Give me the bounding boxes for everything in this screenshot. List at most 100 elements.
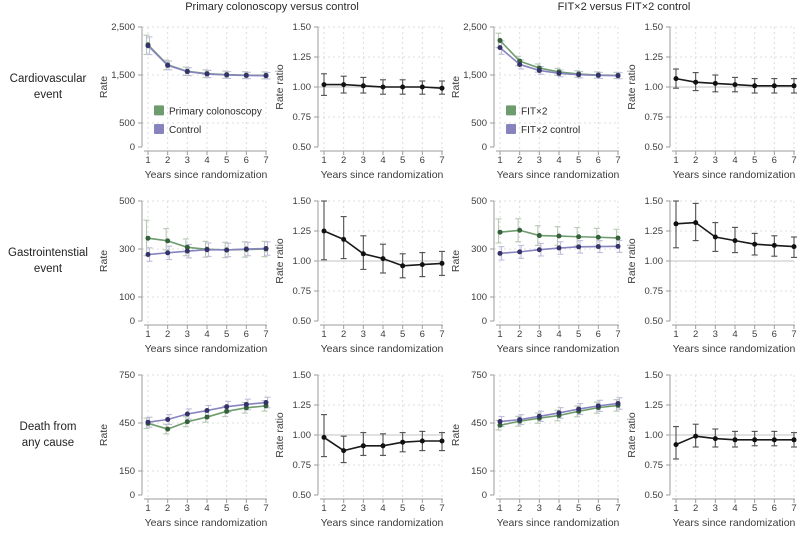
data-point xyxy=(224,247,230,253)
x-tick-label: 5 xyxy=(576,155,581,166)
y-tick-label: 300 xyxy=(471,244,487,255)
x-tick-label: 2 xyxy=(165,329,170,340)
data-point xyxy=(752,83,758,89)
x-tick-label: 7 xyxy=(439,503,444,514)
gridlines xyxy=(318,374,443,497)
x-axis: 1 2 3 4 5 6 7 Years since randomization xyxy=(320,150,445,181)
y-tick-label: 1,500 xyxy=(463,70,487,81)
data-point xyxy=(712,80,718,86)
x-tick-label: 7 xyxy=(791,329,796,340)
data-point xyxy=(497,45,503,51)
data-point xyxy=(576,406,582,412)
data-point xyxy=(752,437,758,443)
chart-svg-death-ratio-fit: 0.50 0.75 1.00 1.25 1.50 Rate ratio 1 2 3 4 5 6 7 Yea… xyxy=(626,370,797,529)
data-point xyxy=(576,244,582,250)
y-tick-label: 750 xyxy=(471,370,487,381)
y-tick-label: 1.25 xyxy=(645,226,664,237)
y-axis: 0 500 1,500 2,500 Rate xyxy=(98,22,143,153)
data-point xyxy=(243,72,249,78)
data-point xyxy=(712,436,718,442)
data-point xyxy=(712,234,718,240)
y-tick-label: 1.00 xyxy=(645,82,664,93)
x-tick-label: 3 xyxy=(185,329,190,340)
x-tick-label: 6 xyxy=(244,155,249,166)
data-point xyxy=(576,72,582,78)
data-point xyxy=(224,404,230,410)
data-point xyxy=(145,252,151,258)
y-axis-label: Rate xyxy=(450,250,462,272)
x-axis: 1 2 3 4 5 6 7 Years since randomization xyxy=(672,324,797,355)
data-point xyxy=(243,246,249,252)
data-point xyxy=(165,62,171,68)
x-tick-label: 1 xyxy=(321,329,326,340)
row-gastrointestinal: Gastrointenstial event 0 100 300 500 Rate 1 2 3… xyxy=(0,189,800,363)
x-tick-label: 5 xyxy=(400,503,405,514)
y-tick-label: 1.50 xyxy=(293,22,312,33)
legend-swatch xyxy=(506,124,516,134)
x-axis: 1 2 3 4 5 6 7 Years since randomization xyxy=(496,150,621,181)
x-tick-label: 4 xyxy=(732,155,737,166)
chart-svg-cardiovascular-ratio-fit: 0.50 0.75 1.00 1.25 1.50 Rate ratio 1 2 3 4 5 6 7 Yea… xyxy=(626,22,797,181)
x-axis: 1 2 3 4 5 6 7 Years since randomization xyxy=(672,150,797,181)
data-point xyxy=(204,408,210,414)
data-point xyxy=(615,73,621,79)
x-tick-label: 4 xyxy=(732,503,737,514)
legend-label: Primary colonoscopy xyxy=(169,106,262,117)
x-tick-label: 7 xyxy=(263,155,268,166)
legend-swatch xyxy=(154,105,164,116)
x-axis: 1 2 3 4 5 6 7 Years since randomization xyxy=(672,498,797,529)
x-tick-label: 3 xyxy=(361,155,366,166)
gridlines xyxy=(142,374,267,497)
legend-label: FIT×2 xyxy=(521,106,548,117)
data-point xyxy=(673,221,679,227)
x-axis-label: Years since randomization xyxy=(497,169,620,181)
data-point xyxy=(400,439,406,445)
data-point xyxy=(263,246,269,252)
x-tick-label: 7 xyxy=(791,503,796,514)
data-point xyxy=(224,408,230,414)
data-point xyxy=(419,84,425,90)
data-point xyxy=(165,426,171,432)
data-point xyxy=(556,245,562,251)
data-point xyxy=(556,70,562,76)
chart-svg-cardiovascular-ratio-colonoscopy: 0.50 0.75 1.00 1.25 1.50 Rate ratio 1 2 3 4 5 6 7 Yea… xyxy=(274,22,445,181)
x-tick-label: 5 xyxy=(224,155,229,166)
x-tick-label: 2 xyxy=(341,503,346,514)
data-point xyxy=(517,227,523,233)
x-tick-label: 5 xyxy=(224,329,229,340)
data-point xyxy=(341,82,347,88)
x-tick-label: 6 xyxy=(420,503,425,514)
y-tick-label: 1.00 xyxy=(293,430,312,441)
data-point xyxy=(165,238,171,244)
x-tick-label: 4 xyxy=(204,503,209,514)
x-tick-label: 7 xyxy=(615,155,620,166)
y-tick-label: 1.50 xyxy=(645,196,664,207)
y-tick-label: 0 xyxy=(130,316,135,327)
y-axis: 0.50 0.75 1.00 1.25 1.50 Rate ratio xyxy=(626,370,671,501)
error-bars-series1 xyxy=(673,200,797,258)
y-tick-label: 0.50 xyxy=(293,316,312,327)
x-tick-label: 5 xyxy=(400,329,405,340)
chart-svg-gastro-ratio-colonoscopy: 0.50 0.75 1.00 1.25 1.50 Rate ratio 1 2 3 4 5 6 7 Yea… xyxy=(274,196,445,355)
y-tick-label: 0 xyxy=(130,142,135,153)
data-point xyxy=(439,85,445,91)
x-tick-label: 4 xyxy=(556,329,561,340)
x-axis: 1 2 3 4 5 6 7 Years since randomization xyxy=(496,324,621,355)
x-tick-label: 1 xyxy=(321,155,326,166)
gridlines xyxy=(494,200,619,323)
y-axis-label: Rate xyxy=(98,250,110,272)
x-tick-label: 6 xyxy=(244,503,249,514)
x-tick-label: 3 xyxy=(713,155,718,166)
x-tick-label: 4 xyxy=(380,503,385,514)
gridlines xyxy=(670,200,795,323)
y-tick-label: 2,500 xyxy=(463,22,487,33)
y-tick-label: 0.50 xyxy=(293,490,312,501)
data-point xyxy=(400,84,406,90)
x-axis-label: Years since randomization xyxy=(145,343,268,355)
y-tick-label: 2,500 xyxy=(111,22,135,33)
data-point xyxy=(360,443,366,449)
x-tick-label: 2 xyxy=(341,155,346,166)
x-tick-label: 6 xyxy=(244,329,249,340)
y-tick-label: 1.25 xyxy=(293,400,312,411)
